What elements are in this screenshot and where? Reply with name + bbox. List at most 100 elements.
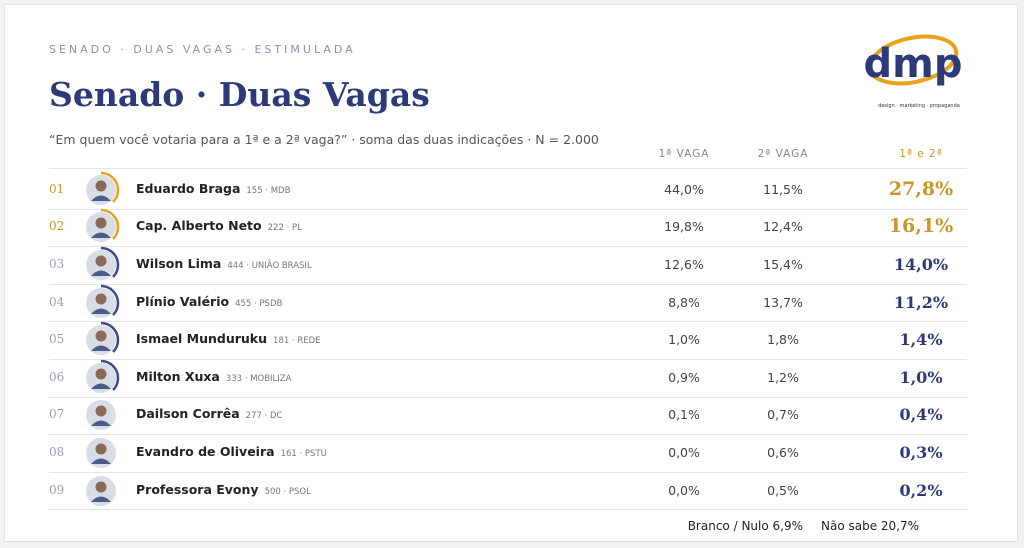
second-seat: 1,2% — [767, 369, 799, 385]
second-seat: 12,4% — [763, 219, 803, 235]
avatar — [82, 171, 120, 209]
name-text: Plínio Valério — [136, 293, 230, 309]
avatar — [82, 209, 120, 246]
rank: 05 — [49, 332, 65, 347]
second-seat: 0,6% — [767, 445, 799, 460]
candidate-meta: 222 · PL — [267, 223, 302, 234]
avatar-body — [91, 308, 111, 314]
total: 11,2% — [893, 292, 949, 312]
first-seat: 12,6% — [664, 257, 704, 272]
candidate-name: Professora Evony 500 · PSOL — [136, 482, 311, 497]
candidate-name: Wilson Lima 444 · UNIÃO BRASIL — [136, 256, 312, 271]
avatar-ring — [82, 171, 120, 209]
candidate-name: Eduardo Braga 155 · MDB — [136, 181, 290, 196]
total: 0,2% — [899, 480, 943, 500]
first-seat: 0,9% — [668, 369, 700, 385]
avatar — [82, 246, 120, 284]
row-rule — [49, 246, 967, 248]
total: 14,0% — [893, 255, 949, 274]
avatar — [82, 284, 120, 321]
overline: SENADO · DUAS VAGAS · ESTIMULADA — [49, 43, 356, 56]
column-header: 1ª VAGA — [658, 148, 710, 160]
second-seat: 0,7% — [767, 407, 799, 423]
rank: 09 — [49, 482, 65, 497]
candidate-meta: 333 · MOBILIZA — [225, 373, 292, 384]
first-seat: 8,8% — [668, 294, 700, 310]
avatar — [86, 475, 116, 506]
rank: 07 — [49, 407, 65, 422]
logo-swoosh — [867, 34, 959, 86]
avatar-ring — [82, 246, 120, 284]
name-text: Evandro de Oliveira — [136, 444, 275, 459]
avatar-body — [91, 420, 111, 427]
rank: 08 — [49, 445, 65, 459]
avatar-head — [95, 180, 107, 192]
candidate-meta: 500 · PSOL — [264, 486, 311, 497]
header-rule — [49, 168, 967, 169]
second-seat: 11,5% — [763, 181, 803, 197]
avatar-head — [95, 368, 107, 380]
total: 0,4% — [899, 405, 943, 425]
total: 27,8% — [888, 177, 954, 200]
avatar-ring — [82, 209, 120, 246]
candidate-name: Plínio Valério 455 · PSDB — [136, 294, 282, 309]
row-rule — [49, 396, 967, 398]
logo-tagline: design · marketing · propaganda — [878, 103, 960, 109]
total: 1,0% — [899, 367, 943, 387]
name-text: Professora Evony — [136, 481, 259, 497]
name-text: Eduardo Braga — [136, 180, 241, 196]
avatar-body — [91, 496, 111, 502]
second-seat: 15,4% — [763, 257, 803, 272]
avatar-head — [95, 255, 107, 267]
avatar — [82, 321, 120, 359]
avatar-head — [95, 481, 107, 493]
avatar-ring — [82, 359, 120, 397]
rank: 04 — [49, 294, 65, 309]
avatar-body — [91, 458, 111, 464]
rank: 01 — [49, 181, 65, 196]
avatar-body — [91, 383, 111, 389]
name-text: Wilson Lima — [136, 256, 222, 271]
row-rule — [49, 509, 967, 511]
candidate-name: Evandro de Oliveira 161 · PSTU — [136, 444, 327, 459]
candidate-meta: 444 · UNIÃO BRASIL — [227, 261, 312, 271]
candidate-name: Dailson Corrêa 277 · DC — [136, 406, 282, 421]
row-rule — [49, 283, 967, 285]
avatar-head — [95, 405, 107, 417]
candidate-meta: 155 · MDB — [246, 185, 291, 196]
total: 0,3% — [899, 443, 943, 462]
rank: 03 — [49, 257, 65, 271]
rank: 06 — [49, 369, 65, 384]
avatar — [86, 400, 116, 431]
row-rule — [49, 359, 967, 360]
candidate-meta: 277 · DC — [245, 411, 283, 422]
name-text: Cap. Alberto Neto — [136, 218, 262, 234]
row-rule — [49, 434, 967, 436]
avatar-body — [91, 232, 111, 239]
candidate-meta: 161 · PSTU — [280, 449, 327, 459]
name-text: Ismael Munduruku — [136, 331, 268, 347]
column-header: 2ª VAGA — [757, 148, 809, 160]
first-seat: 44,0% — [664, 181, 704, 197]
avatar-body — [91, 195, 111, 201]
row-rule — [49, 208, 967, 210]
rank: 02 — [49, 219, 65, 234]
second-seat: 0,5% — [767, 482, 799, 498]
logo-name: dmp — [864, 41, 963, 87]
candidate-meta: 181 · REDE — [273, 336, 321, 347]
avatar-head — [95, 293, 107, 305]
first-seat: 19,8% — [664, 219, 704, 235]
subtitle: “Em quem você votaria para a 1ª e a 2ª v… — [49, 132, 599, 147]
total: 16,1% — [888, 215, 954, 238]
avatar-body — [91, 345, 111, 352]
candidate-meta: 455 · PSDB — [235, 298, 283, 309]
first-seat: 1,0% — [668, 332, 700, 348]
candidate-name: Milton Xuxa 333 · MOBILIZA — [136, 369, 291, 384]
title: Senado · Duas Vagas — [49, 75, 430, 114]
avatar-head — [95, 443, 107, 455]
name-text: Milton Xuxa — [136, 368, 220, 384]
first-seat: 0,0% — [668, 482, 700, 498]
second-seat: 13,7% — [763, 294, 803, 310]
candidate-name: Cap. Alberto Neto 222 · PL — [136, 218, 302, 233]
